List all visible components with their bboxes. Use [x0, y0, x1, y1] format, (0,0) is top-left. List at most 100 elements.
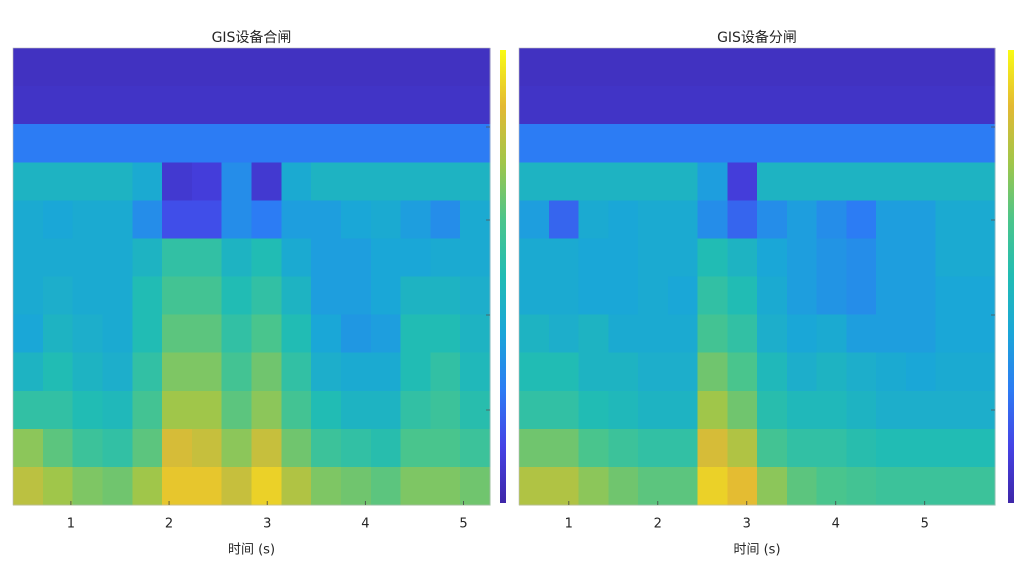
heat-cell [816, 238, 847, 277]
heat-cell [102, 390, 133, 430]
heat-cell [965, 162, 996, 201]
heat-cell [786, 314, 817, 354]
chart-title: GIS设备分闸 [717, 29, 797, 46]
heat-cell [72, 314, 103, 354]
heat-cell [667, 48, 698, 87]
heat-cell [608, 48, 639, 87]
heat-cell [935, 86, 966, 125]
heat-cell [400, 428, 431, 468]
heat-cell [340, 48, 372, 87]
heat-cell [608, 238, 639, 277]
heat-cell [846, 352, 877, 392]
heat-cell [935, 276, 966, 316]
heat-cell [370, 162, 402, 201]
heat-cell [251, 124, 282, 163]
heat-cell [578, 428, 609, 468]
heat-cell [400, 238, 431, 277]
heat-cell [132, 466, 163, 506]
heat-cell [876, 314, 907, 354]
heat-cell [786, 162, 817, 201]
heat-cell [548, 238, 579, 277]
heat-cell [548, 390, 579, 430]
heat-cell [42, 390, 74, 430]
heat-cell [400, 48, 431, 87]
heat-cell [519, 238, 550, 277]
heat-cell [400, 200, 431, 239]
heat-cell [311, 124, 342, 163]
heat-cell [340, 276, 372, 316]
heat-cell [578, 352, 609, 392]
heat-cell [13, 428, 44, 468]
heat-cell [370, 200, 402, 239]
heat-cell [72, 352, 103, 392]
heat-cell [727, 48, 758, 87]
heat-cell [281, 276, 312, 316]
heat-cell [608, 390, 639, 430]
heat-cell [905, 390, 936, 430]
heat-cell [460, 124, 491, 163]
heat-cell [786, 48, 817, 87]
heat-cell [191, 48, 223, 87]
heat-cell [935, 48, 966, 87]
heat-cell [191, 276, 223, 316]
heat-cell [221, 238, 252, 277]
heat-cell [578, 48, 609, 87]
heat-cell [905, 238, 936, 277]
heat-cell [727, 162, 758, 201]
heat-cell [697, 86, 728, 125]
x-tick-label: 4 [832, 517, 840, 532]
heat-cell [519, 390, 550, 430]
heat-cell [42, 314, 74, 354]
heat-cell [430, 276, 461, 316]
heat-cell [281, 162, 312, 201]
heat-cell [578, 276, 609, 316]
heat-cell [430, 124, 461, 163]
heat-cell [519, 124, 550, 163]
heat-cell [519, 200, 550, 239]
heat-cell [608, 86, 639, 125]
heat-cell [430, 86, 461, 125]
heat-cell [965, 314, 996, 354]
heat-cell [548, 466, 579, 506]
heat-cell [13, 390, 44, 430]
heat-cell [905, 162, 936, 201]
x-tick-label: 5 [921, 517, 929, 532]
heat-cell [667, 276, 698, 316]
x-tick-label: 2 [654, 517, 662, 532]
heat-cell [667, 352, 698, 392]
heat-cell [370, 314, 402, 354]
heat-cell [42, 238, 74, 277]
heat-cell [965, 352, 996, 392]
heat-cell [251, 86, 282, 125]
heat-cell [578, 86, 609, 125]
heat-cell [905, 466, 936, 506]
heat-cell [965, 86, 996, 125]
heat-cell [251, 352, 282, 392]
heat-cell [816, 352, 847, 392]
heat-cell [608, 314, 639, 354]
heat-cell [460, 428, 491, 468]
heat-cell [162, 466, 193, 506]
heat-cell [519, 466, 550, 506]
heat-cell [697, 428, 728, 468]
heat-cell [876, 466, 907, 506]
heat-cell [370, 276, 402, 316]
heat-cell [191, 466, 223, 506]
heat-cell [281, 466, 312, 506]
heat-cell [281, 48, 312, 87]
heat-cell [876, 390, 907, 430]
x-tick-label: 3 [743, 517, 751, 532]
spectrogram [519, 48, 996, 506]
x-tick-label: 1 [67, 517, 75, 532]
heat-cell [846, 124, 877, 163]
heat-cell [430, 390, 461, 430]
heat-cell [400, 162, 431, 201]
heat-cell [757, 124, 788, 163]
heat-cell [667, 124, 698, 163]
heat-cell [42, 48, 74, 87]
heat-cell [697, 238, 728, 277]
heat-cell [340, 86, 372, 125]
chart-title: GIS设备合闸 [212, 29, 292, 46]
heat-cell [191, 314, 223, 354]
